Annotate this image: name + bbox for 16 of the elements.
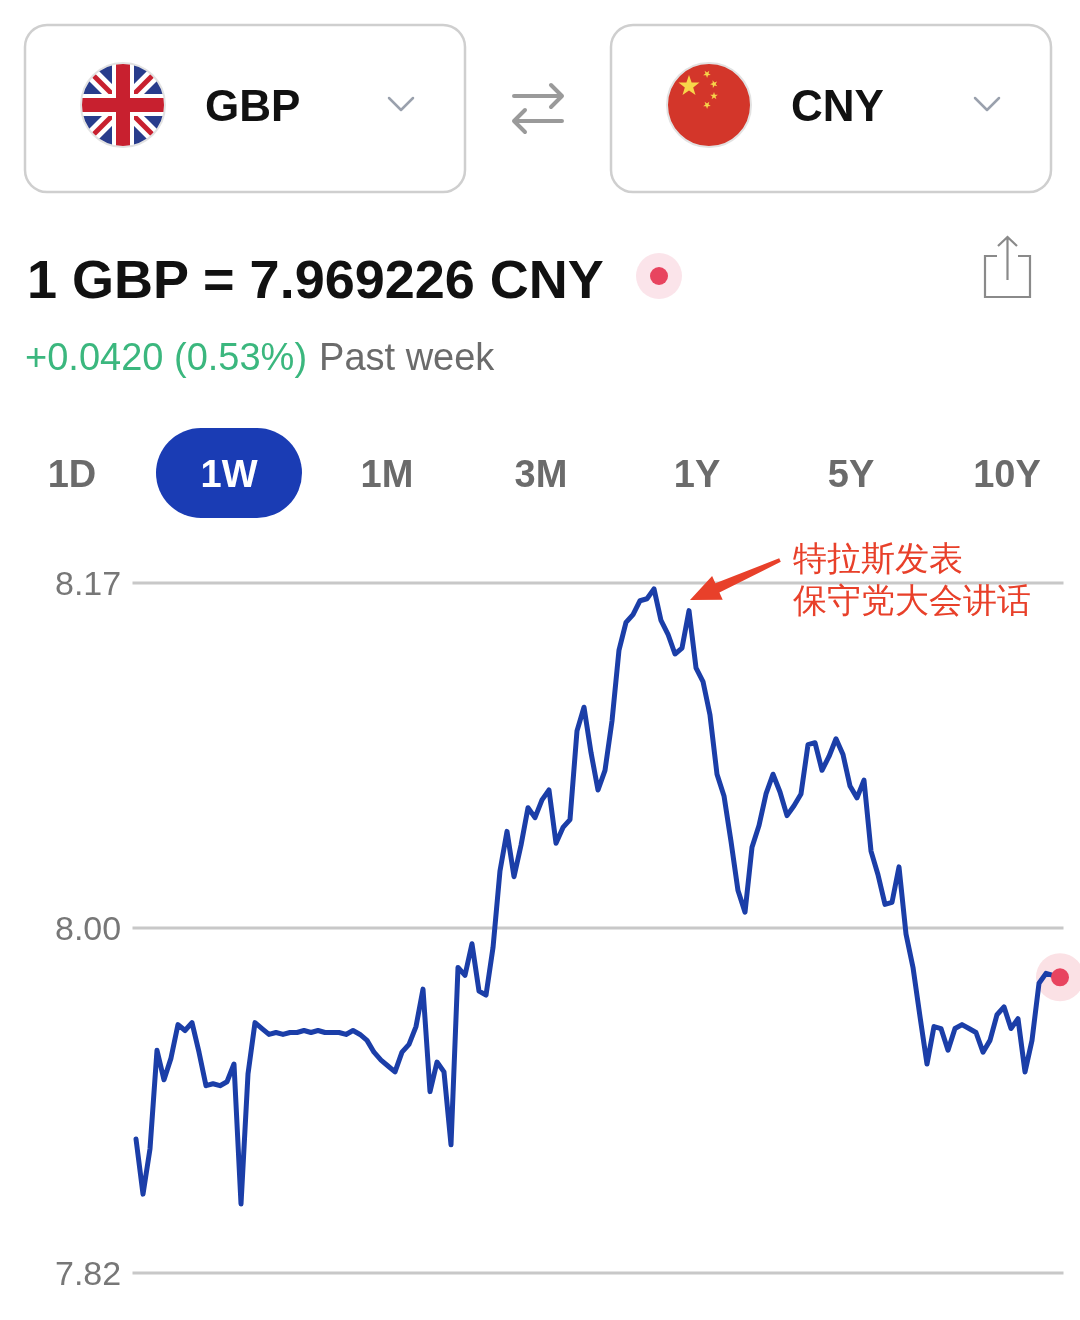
range-tab-label: 3M — [514, 453, 568, 495]
y-tick-label: 8.00 — [55, 909, 122, 947]
range-tab-label: 1Y — [673, 453, 721, 495]
range-tab-label: 1W — [200, 453, 258, 495]
currency-code-label: GBP — [205, 81, 301, 130]
range-tab-label: 1D — [47, 453, 97, 495]
period-label: Past week — [319, 336, 495, 378]
y-tick-label: 8.17 — [55, 564, 122, 602]
range-tab-label: 10Y — [973, 453, 1041, 495]
currency-code-label: CNY — [791, 81, 884, 130]
title: 1 GBP = 7.969226 CNY — [27, 249, 604, 309]
range-tab-label: 5Y — [827, 453, 875, 495]
range-tab-label: 1M — [360, 453, 414, 495]
subtitle: +0.0420 (0.53%) — [25, 336, 308, 378]
annotation: 特拉斯发表保守党大会讲话 — [793, 539, 1031, 619]
y-tick-label: 7.82 — [55, 1254, 122, 1292]
